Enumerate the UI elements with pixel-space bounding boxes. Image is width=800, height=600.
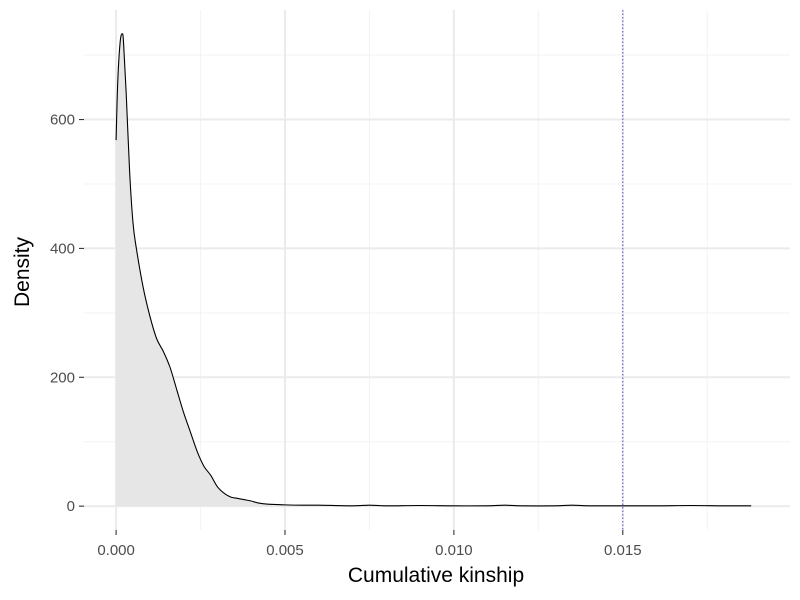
density-line (115, 33, 752, 507)
y-axis-title: Density (11, 236, 34, 307)
x-axis-title: Cumulative kinship (348, 564, 524, 587)
x-tick-label: 0.000 (97, 542, 135, 559)
x-tick-label: 0.015 (604, 542, 642, 559)
y-axis-ticks: 0 200 400 600 (50, 112, 84, 515)
y-tick-label: 200 (50, 369, 75, 386)
y-tick-label: 400 (50, 240, 75, 257)
minor-gridlines (84, 10, 790, 530)
x-tick-label: 0.005 (266, 542, 304, 559)
plot-panel (84, 10, 790, 530)
density-area (116, 33, 752, 507)
x-tick-label: 0.010 (435, 542, 473, 559)
y-tick-label: 0 (67, 498, 75, 515)
major-gridlines (84, 10, 790, 530)
x-axis-ticks: 0.000 0.005 0.010 0.015 (97, 530, 642, 559)
y-tick-label: 600 (50, 112, 75, 129)
